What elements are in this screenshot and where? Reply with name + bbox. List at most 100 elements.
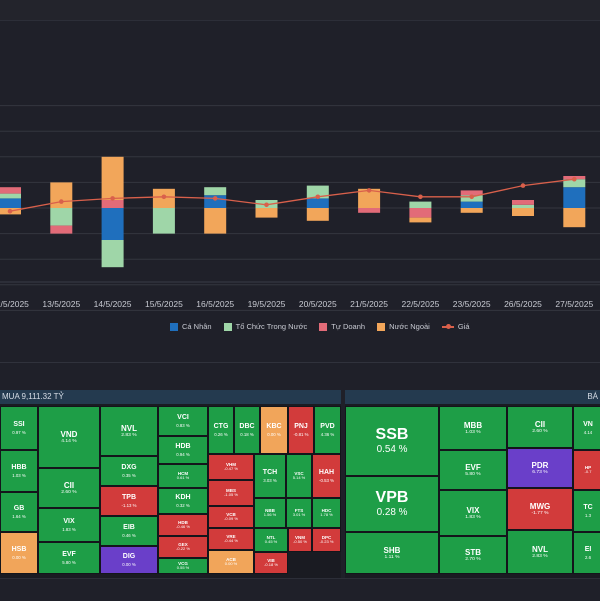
treemap-tile-dpc[interactable]: DPC -0.23 % <box>312 528 341 552</box>
bar-segment[interactable] <box>409 201 432 208</box>
price-point[interactable] <box>7 208 13 214</box>
treemap-tile-ssi[interactable]: SSI 0.97 % <box>0 406 38 450</box>
bar-segment[interactable] <box>306 185 329 199</box>
treemap-tile-vhm[interactable]: VHM -0.47 % <box>208 454 254 480</box>
treemap-tile-vci[interactable]: VCI 0.83 % <box>158 406 208 436</box>
treemap-tile-pdr[interactable]: PDR 6.73 % <box>507 448 573 488</box>
treemap-tile-stb[interactable]: STB 2.70 % <box>439 536 507 574</box>
bar-segment[interactable] <box>512 204 534 208</box>
treemap-tile-dbc[interactable]: DBC 0.18 % <box>234 406 260 454</box>
bar-segment[interactable] <box>563 187 586 208</box>
treemap-tile-ssb[interactable]: SSB 0.54 % <box>345 406 439 476</box>
treemap-tile-tch[interactable]: TCH 3.03 % <box>254 454 286 498</box>
bar-segment[interactable] <box>306 208 329 221</box>
bar-segment[interactable] <box>460 190 483 196</box>
price-point[interactable] <box>315 194 321 200</box>
treemap-tile-fts[interactable]: FTS 3.01 % <box>286 498 312 528</box>
treemap-tile-acb[interactable]: ACB 0.00 % <box>208 550 254 574</box>
treemap-tile-vcb[interactable]: VCB -0.09 % <box>208 506 254 528</box>
bar-segment[interactable] <box>0 193 21 199</box>
bar-segment[interactable] <box>306 198 329 208</box>
treemap-tile-nvl[interactable]: NVL 2.83 % <box>507 530 573 574</box>
bar-segment[interactable] <box>512 208 534 216</box>
treemap-tile-mbs[interactable]: MBS -1.05 % <box>208 480 254 506</box>
bar-segment[interactable] <box>460 201 483 208</box>
treemap-tile-evf[interactable]: EVF 5.80 % <box>439 450 507 490</box>
legend-item-gia[interactable]: Giá <box>441 322 470 331</box>
price-point[interactable] <box>212 196 218 201</box>
bar-segment[interactable] <box>50 182 73 208</box>
bar-segment[interactable] <box>409 208 432 218</box>
treemap-tile-mbb[interactable]: MBB 1.03 % <box>439 406 507 450</box>
bar-segment[interactable] <box>255 208 278 218</box>
treemap-tile-hsb[interactable]: HSB 0.00 % <box>0 532 38 574</box>
bar-segment[interactable] <box>50 225 73 234</box>
treemap-tile-hbb[interactable]: HBB 1.03 % <box>0 450 38 492</box>
bar-segment[interactable] <box>204 208 227 234</box>
treemap-tile-mwg[interactable]: MWG -1.77 % <box>507 488 573 530</box>
treemap-tile-vn[interactable]: VN 4.14 <box>573 406 600 450</box>
treemap-tile-evf[interactable]: EVF 5.80 % <box>38 542 100 574</box>
bar-segment[interactable] <box>563 179 586 188</box>
legend-item-ca-nhan[interactable]: Cá Nhân <box>170 322 212 331</box>
treemap-tile-vpb[interactable]: VPB 0.28 % <box>345 476 439 532</box>
bar-segment[interactable] <box>358 208 381 213</box>
treemap-tile-nbb[interactable]: NBB 1.56 % <box>254 498 286 528</box>
treemap-tile-ntl[interactable]: NTL 0.45 % <box>254 528 288 552</box>
treemap-tile-cii[interactable]: CII 2.60 % <box>38 468 100 508</box>
treemap-tile-shb[interactable]: SHB 1.11 % <box>345 532 439 574</box>
treemap-tile-vcg[interactable]: VCG 0.55 % <box>158 558 208 574</box>
treemap-tile-tc[interactable]: TC 1.3 <box>573 490 600 532</box>
bar-segment[interactable] <box>0 187 21 194</box>
treemap-tile-kdh[interactable]: KDH 0.32 % <box>158 488 208 514</box>
treemap-tile-vib[interactable]: VIB -0.18 % <box>254 552 288 574</box>
treemap-tile-tpb[interactable]: TPB -1.13 % <box>100 486 158 516</box>
treemap-tile-vre[interactable]: VRE -0.44 % <box>208 528 254 550</box>
price-point[interactable] <box>366 188 372 193</box>
treemap-tile-cii[interactable]: CII 2.60 % <box>507 406 573 448</box>
bar-segment[interactable] <box>101 240 124 268</box>
price-point[interactable] <box>110 196 115 201</box>
bar-segment[interactable] <box>563 208 586 228</box>
legend-item-tu-doanh[interactable]: Tự Doanh <box>319 322 365 331</box>
price-point[interactable] <box>161 194 167 200</box>
treemap-tile-hdb[interactable]: HDB 0.94 % <box>158 436 208 464</box>
price-point[interactable] <box>59 199 64 204</box>
treemap-tile-kbc[interactable]: KBC 0.00 % <box>260 406 288 454</box>
treemap-tile-gex[interactable]: GEX -0.22 % <box>158 536 208 558</box>
treemap-tile-hdc[interactable]: HDC 1.78 % <box>312 498 341 528</box>
treemap-tile-nvl[interactable]: NVL 2.83 % <box>100 406 158 456</box>
treemap-tile-gb[interactable]: GB 1.64 % <box>0 492 38 532</box>
treemap-tile-vix[interactable]: VIX 1.83 % <box>439 490 507 536</box>
treemap-tile-ei[interactable]: EI 2.6 <box>573 532 600 574</box>
treemap-tile-vnd[interactable]: VND 4.14 % <box>38 406 100 468</box>
bar-segment[interactable] <box>358 188 381 208</box>
legend-item-to-chuc-trong-nuoc[interactable]: Tổ Chức Trong Nước <box>223 322 307 331</box>
treemap-tile-eib[interactable]: EIB 0.46 % <box>100 516 158 546</box>
bar-segment[interactable] <box>101 156 124 200</box>
treemap-tile-hp[interactable]: HP -0.7 <box>573 450 600 490</box>
bar-segment[interactable] <box>409 217 432 223</box>
treemap-tile-pvd[interactable]: PVD 4.36 % <box>314 406 341 454</box>
treemap-tile-dxg[interactable]: DXG 0.35 % <box>100 456 158 486</box>
treemap-tile-vnm[interactable]: VNM -0.50 % <box>288 528 312 552</box>
treemap-tile-pnj[interactable]: PNJ -0.81 % <box>288 406 314 454</box>
bar-segment[interactable] <box>101 208 124 240</box>
treemap-tile-ctg[interactable]: CTG 0.26 % <box>208 406 234 454</box>
bar-segment[interactable] <box>0 198 21 208</box>
bar-segment[interactable] <box>512 200 534 205</box>
price-point[interactable] <box>264 202 269 208</box>
price-point[interactable] <box>418 194 423 200</box>
treemap-tile-hdb[interactable]: HDB -0.46 % <box>158 514 208 536</box>
price-point[interactable] <box>520 183 526 188</box>
bar-segment[interactable] <box>204 187 227 196</box>
treemap-tile-hah[interactable]: HAH -0.53 % <box>312 454 341 498</box>
treemap-tile-hcm[interactable]: HCM 0.61 % <box>158 464 208 488</box>
bar-segment[interactable] <box>101 200 124 208</box>
treemap-tile-dig[interactable]: DIG 0.00 % <box>100 546 158 574</box>
bar-segment[interactable] <box>152 208 175 234</box>
price-point[interactable] <box>572 176 577 182</box>
bar-segment[interactable] <box>460 208 483 213</box>
price-point[interactable] <box>469 194 475 200</box>
legend-item-nuoc-ngoai[interactable]: Nước Ngoài <box>377 322 430 331</box>
